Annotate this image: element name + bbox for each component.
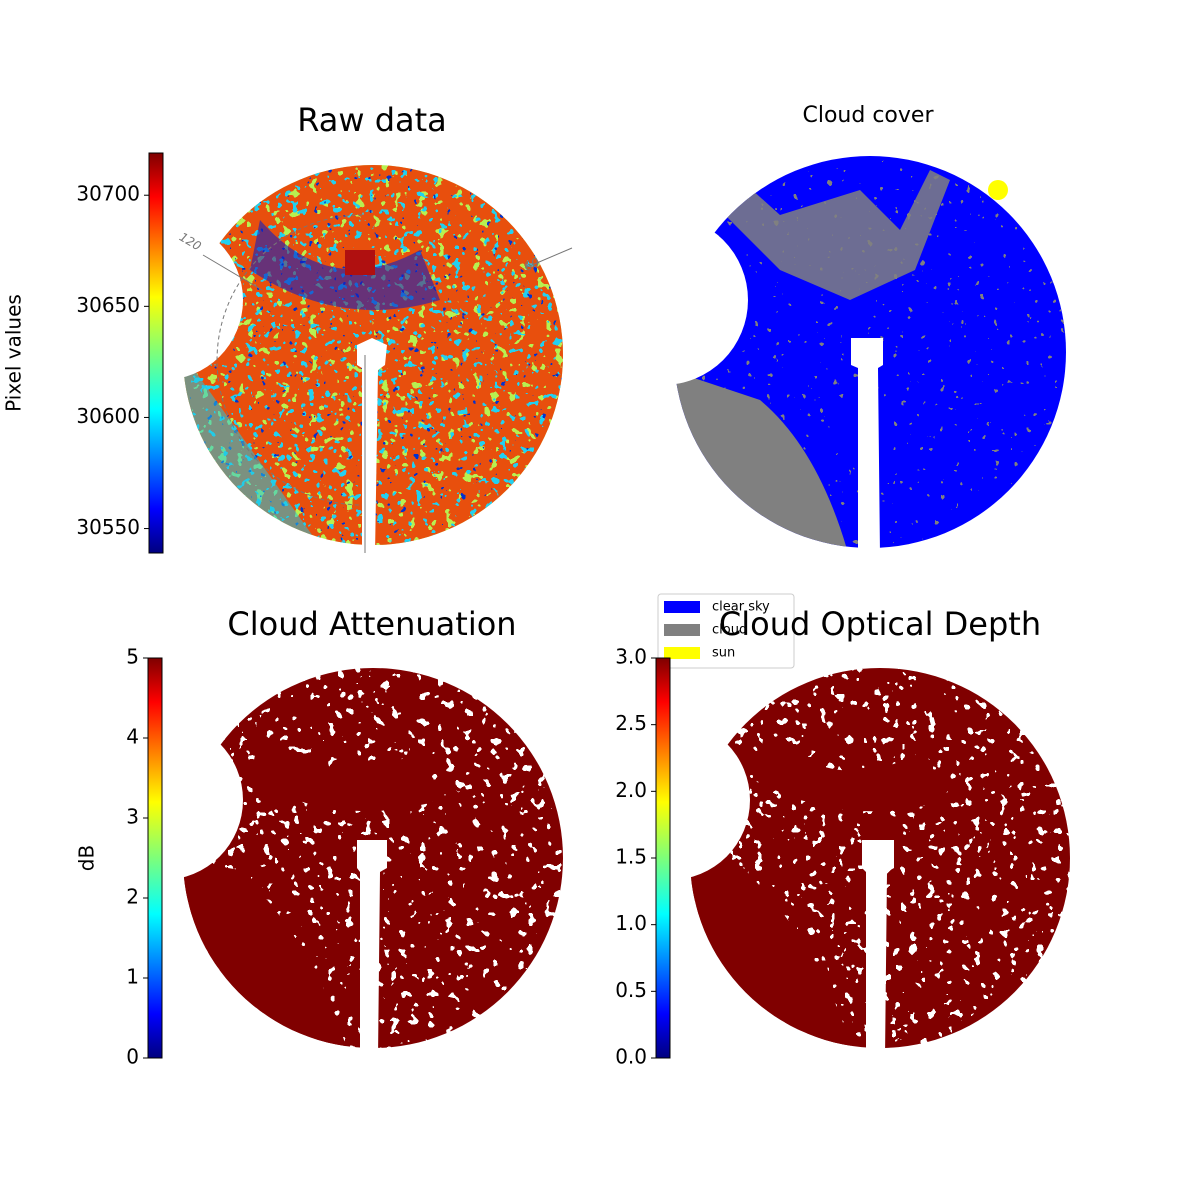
mask bbox=[578, 215, 748, 385]
colorbar-tick-label: 3 bbox=[126, 805, 139, 829]
sun-marker bbox=[988, 180, 1008, 200]
legend-label: cloud bbox=[712, 623, 747, 638]
colorbar-tick-label: 2.5 bbox=[615, 711, 647, 735]
colorbar-tick-label: 30550 bbox=[76, 515, 140, 539]
legend-label: sun bbox=[712, 646, 735, 661]
colorbar-tick-label: 2.0 bbox=[615, 778, 647, 802]
colorbar-tick-label: 30700 bbox=[76, 182, 140, 206]
mask bbox=[357, 840, 387, 1058]
panel-title: Cloud Attenuation bbox=[227, 605, 516, 643]
colorbar-tick-label: 5 bbox=[126, 645, 139, 669]
colorbar-label: dB bbox=[75, 845, 99, 871]
legend-swatch bbox=[664, 601, 700, 613]
colorbar-tick-label: 3.0 bbox=[615, 645, 647, 669]
colorbar-tick-label: 30600 bbox=[76, 404, 140, 428]
colorbar-tick-label: 0.5 bbox=[615, 978, 647, 1002]
panel-title: Cloud Optical Depth bbox=[719, 605, 1041, 643]
colorbar bbox=[148, 152, 164, 554]
colorbar bbox=[147, 657, 163, 1059]
legend-label: clear sky bbox=[712, 600, 770, 615]
legend-swatch bbox=[664, 647, 700, 659]
colorbar-tick-label: 30650 bbox=[76, 293, 140, 317]
colorbar-tick-label: 1.0 bbox=[615, 911, 647, 935]
colorbar-tick-label: 0.0 bbox=[615, 1045, 647, 1069]
panel-title: Raw data bbox=[297, 101, 447, 139]
panel-title: Cloud cover bbox=[803, 103, 935, 128]
colorbar-label: Pixel values bbox=[2, 294, 26, 412]
mask bbox=[862, 840, 894, 1058]
mask bbox=[851, 338, 883, 555]
legend-swatch bbox=[664, 624, 700, 636]
polar-label: 60 bbox=[522, 255, 542, 274]
colorbar-tick-label: 4 bbox=[126, 725, 139, 749]
colorbar-tick-label: 2 bbox=[126, 885, 139, 909]
colorbar-tick-label: 1.5 bbox=[615, 845, 647, 869]
polar-grid bbox=[202, 214, 573, 553]
mask bbox=[83, 720, 243, 880]
colorbar bbox=[655, 657, 671, 1059]
colorbar-tick-label: 0 bbox=[126, 1045, 139, 1069]
colorbar-tick-label: 1 bbox=[126, 965, 139, 989]
